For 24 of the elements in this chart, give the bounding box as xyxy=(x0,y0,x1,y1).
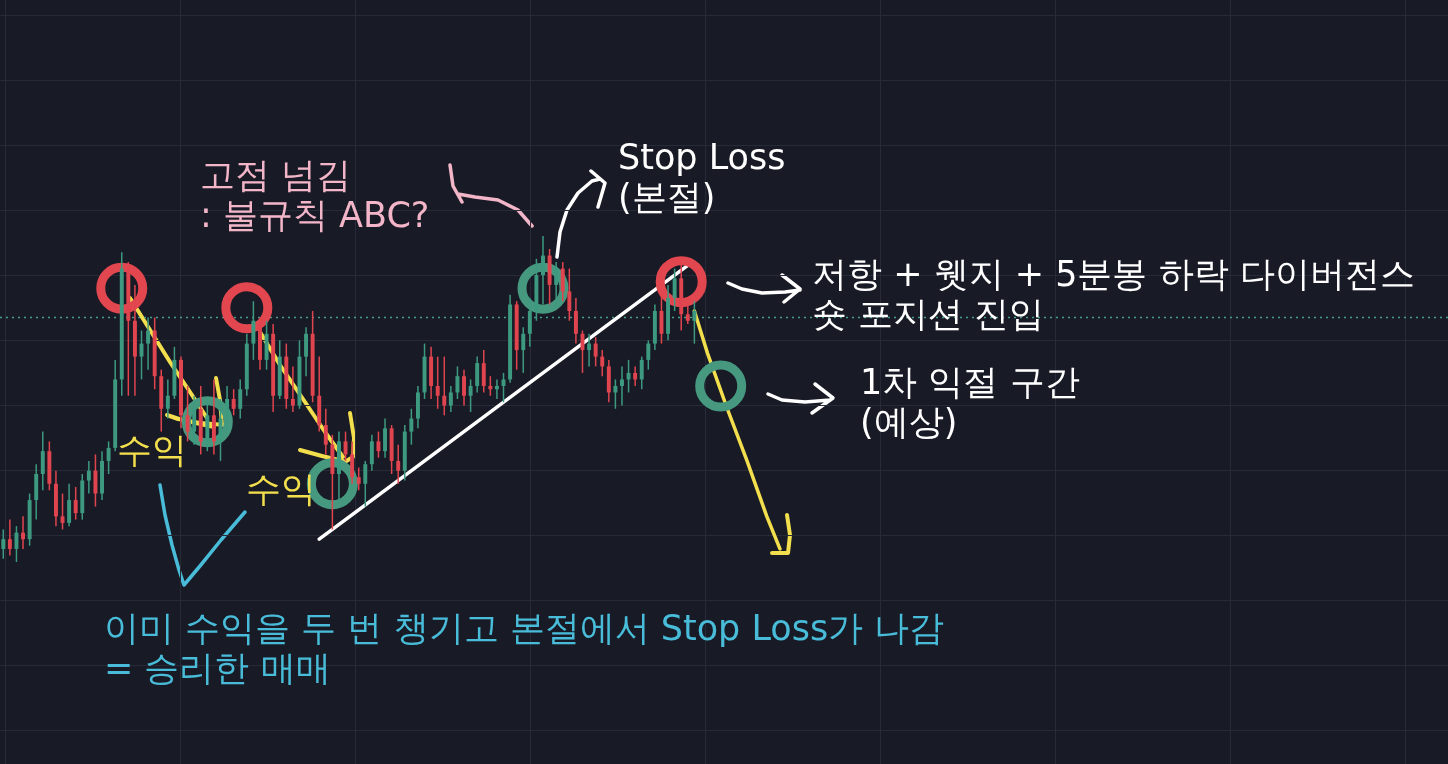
point xyxy=(695,360,747,412)
annotation: 1차 익절 구간 (예상) xyxy=(860,362,1080,442)
candlestick xyxy=(290,366,295,413)
candlestick xyxy=(7,519,12,556)
text: 고점 넘김 : 불규칙 ABC? xyxy=(200,155,430,235)
candlestick xyxy=(165,379,170,419)
candlestick xyxy=(396,444,401,484)
annotation: 수익 xyxy=(117,430,187,470)
annotation: 수익 xyxy=(246,469,316,509)
candlestick xyxy=(86,460,91,494)
point xyxy=(221,282,273,334)
text: 이미 수익을 두 번 챙기고 본절에서 Stop Loss가 나감 = 승리한 매매 xyxy=(104,608,945,688)
candlestick xyxy=(21,516,26,549)
candlestick xyxy=(633,366,638,386)
annotation: 저항 + 웻지 + 5분봉 하락 다이버전스 숏 포지션 진입 xyxy=(812,254,1415,334)
candlestick xyxy=(620,366,624,406)
text: Stop Loss (본절) xyxy=(618,137,786,217)
candlestick xyxy=(587,333,592,367)
candlestick xyxy=(494,379,499,399)
candlestick xyxy=(146,317,151,370)
point xyxy=(181,396,233,448)
point xyxy=(96,262,148,314)
point xyxy=(655,256,707,308)
point xyxy=(517,262,569,314)
